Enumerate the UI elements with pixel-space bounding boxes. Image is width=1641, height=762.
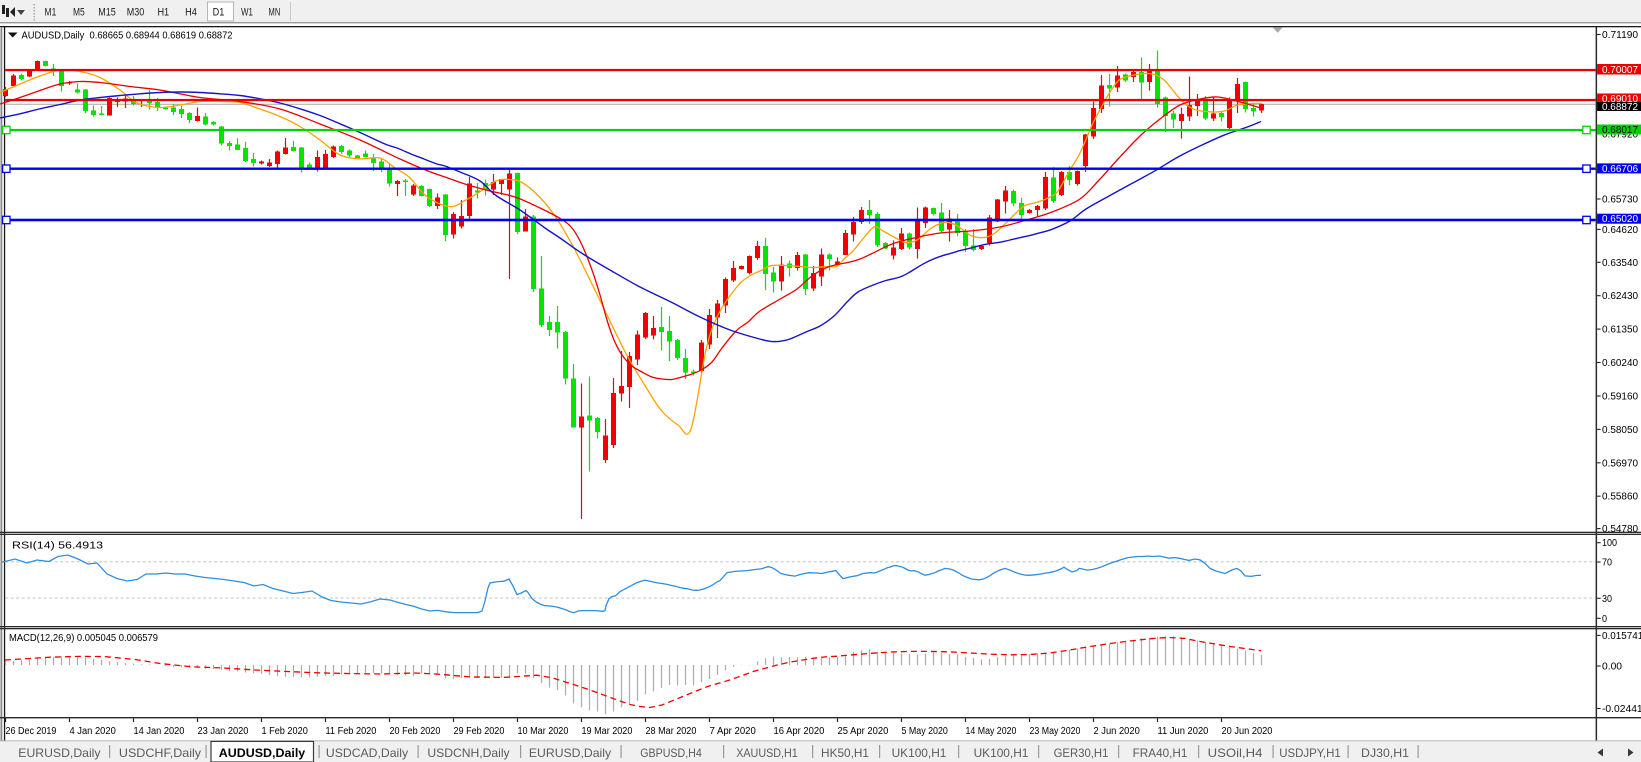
svg-text:14 Jan 2020: 14 Jan 2020 (134, 726, 185, 737)
svg-text:7 Apr 2020: 7 Apr 2020 (710, 726, 757, 737)
svg-text:0.67920: 0.67920 (1602, 129, 1639, 140)
svg-text:0.64620: 0.64620 (1602, 225, 1639, 236)
svg-text:0.68017: 0.68017 (1602, 125, 1638, 136)
svg-text:23 Jan 2020: 23 Jan 2020 (198, 726, 249, 737)
svg-text:10 Mar 2020: 10 Mar 2020 (518, 726, 569, 737)
svg-text:0.58050: 0.58050 (1602, 425, 1639, 436)
svg-text:M15: M15 (98, 7, 116, 19)
svg-text:GBPUSD,H4: GBPUSD,H4 (640, 746, 702, 760)
svg-text:EURUSD,Daily: EURUSD,Daily (18, 746, 100, 760)
svg-text:0.56970: 0.56970 (1602, 458, 1639, 469)
svg-text:0.62430: 0.62430 (1602, 291, 1639, 302)
svg-text:UK100,H1: UK100,H1 (974, 746, 1029, 760)
svg-text:70: 70 (1602, 558, 1612, 569)
svg-text:FRA40,H1: FRA40,H1 (1133, 746, 1188, 760)
svg-text:UK100,H1: UK100,H1 (892, 746, 947, 760)
svg-text:0.70007: 0.70007 (1602, 65, 1638, 76)
svg-text:5 May 2020: 5 May 2020 (902, 726, 949, 737)
svg-text:DJ30,H1: DJ30,H1 (1361, 746, 1409, 760)
svg-text:0.71190: 0.71190 (1602, 30, 1639, 41)
svg-text:USDCHF,Daily: USDCHF,Daily (119, 746, 201, 760)
svg-text:XAUUSD,H1: XAUUSD,H1 (736, 746, 798, 760)
svg-text:0.015741: 0.015741 (1602, 631, 1641, 642)
svg-text:4 Jan 2020: 4 Jan 2020 (70, 726, 117, 737)
svg-text:20 Feb 2020: 20 Feb 2020 (390, 726, 441, 737)
svg-text:28 Mar 2020: 28 Mar 2020 (646, 726, 697, 737)
svg-text:D1: D1 (213, 7, 225, 19)
svg-text:0.65730: 0.65730 (1602, 195, 1639, 206)
svg-text:AUDUSD,Daily: AUDUSD,Daily (219, 746, 306, 760)
svg-text:0.59160: 0.59160 (1602, 392, 1639, 403)
svg-text:M30: M30 (127, 7, 145, 19)
svg-text:19 Mar 2020: 19 Mar 2020 (582, 726, 633, 737)
svg-text:H4: H4 (185, 7, 197, 19)
svg-text:0.61350: 0.61350 (1602, 325, 1639, 336)
svg-text:USDCAD,Daily: USDCAD,Daily (326, 746, 408, 760)
svg-text:M5: M5 (73, 7, 85, 19)
svg-text:0.63540: 0.63540 (1602, 258, 1639, 269)
svg-text:11 Jun 2020: 11 Jun 2020 (1158, 726, 1209, 737)
svg-text:H1: H1 (157, 7, 169, 19)
svg-text:30: 30 (1602, 594, 1612, 605)
svg-text:W1: W1 (241, 7, 253, 19)
svg-text:1 Feb 2020: 1 Feb 2020 (262, 726, 309, 737)
svg-text:MACD(12,26,9) 0.005045 0.00657: MACD(12,26,9) 0.005045 0.006579 (9, 632, 158, 644)
svg-text:0: 0 (1602, 614, 1607, 625)
svg-text:20 Jun 2020: 20 Jun 2020 (1222, 726, 1273, 737)
svg-text:MN: MN (269, 7, 281, 19)
svg-text:0.65020: 0.65020 (1602, 214, 1638, 225)
svg-text:11 Feb 2020: 11 Feb 2020 (326, 726, 377, 737)
svg-text:-0.024412: -0.024412 (1602, 704, 1641, 715)
svg-text:0.60240: 0.60240 (1602, 358, 1639, 369)
svg-text:0.55860: 0.55860 (1602, 492, 1639, 503)
svg-text:EURUSD,Daily: EURUSD,Daily (529, 746, 611, 760)
svg-text:0.54780: 0.54780 (1602, 524, 1639, 535)
svg-text:USDJPY,H1: USDJPY,H1 (1279, 746, 1341, 760)
svg-text:2 Jun 2020: 2 Jun 2020 (1094, 726, 1141, 737)
svg-text:USDCNH,Daily: USDCNH,Daily (427, 746, 509, 760)
svg-text:100: 100 (1602, 538, 1617, 549)
svg-text:16 Apr 2020: 16 Apr 2020 (774, 726, 825, 737)
svg-text:23 May 2020: 23 May 2020 (1030, 726, 1081, 737)
svg-text:14 May 2020: 14 May 2020 (966, 726, 1017, 737)
svg-text:29 Feb 2020: 29 Feb 2020 (454, 726, 505, 737)
svg-text:0.69010: 0.69010 (1602, 94, 1638, 105)
svg-text:GER30,H1: GER30,H1 (1054, 746, 1109, 760)
svg-text:AUDUSD,Daily 0.68665 0.68944: AUDUSD,Daily 0.68665 0.68944 0.68619 0.6… (22, 30, 233, 42)
svg-text:26 Dec 2019: 26 Dec 2019 (6, 726, 57, 737)
svg-text:25 Apr 2020: 25 Apr 2020 (838, 726, 889, 737)
svg-text:0.00: 0.00 (1602, 662, 1622, 673)
svg-text:USOil,H4: USOil,H4 (1208, 746, 1263, 760)
svg-text:0.66706: 0.66706 (1602, 164, 1638, 175)
svg-text:RSI(14) 56.4913: RSI(14) 56.4913 (12, 540, 103, 552)
svg-text:0.68872: 0.68872 (1602, 102, 1638, 113)
svg-text:M1: M1 (45, 7, 57, 19)
svg-text:HK50,H1: HK50,H1 (821, 746, 869, 760)
